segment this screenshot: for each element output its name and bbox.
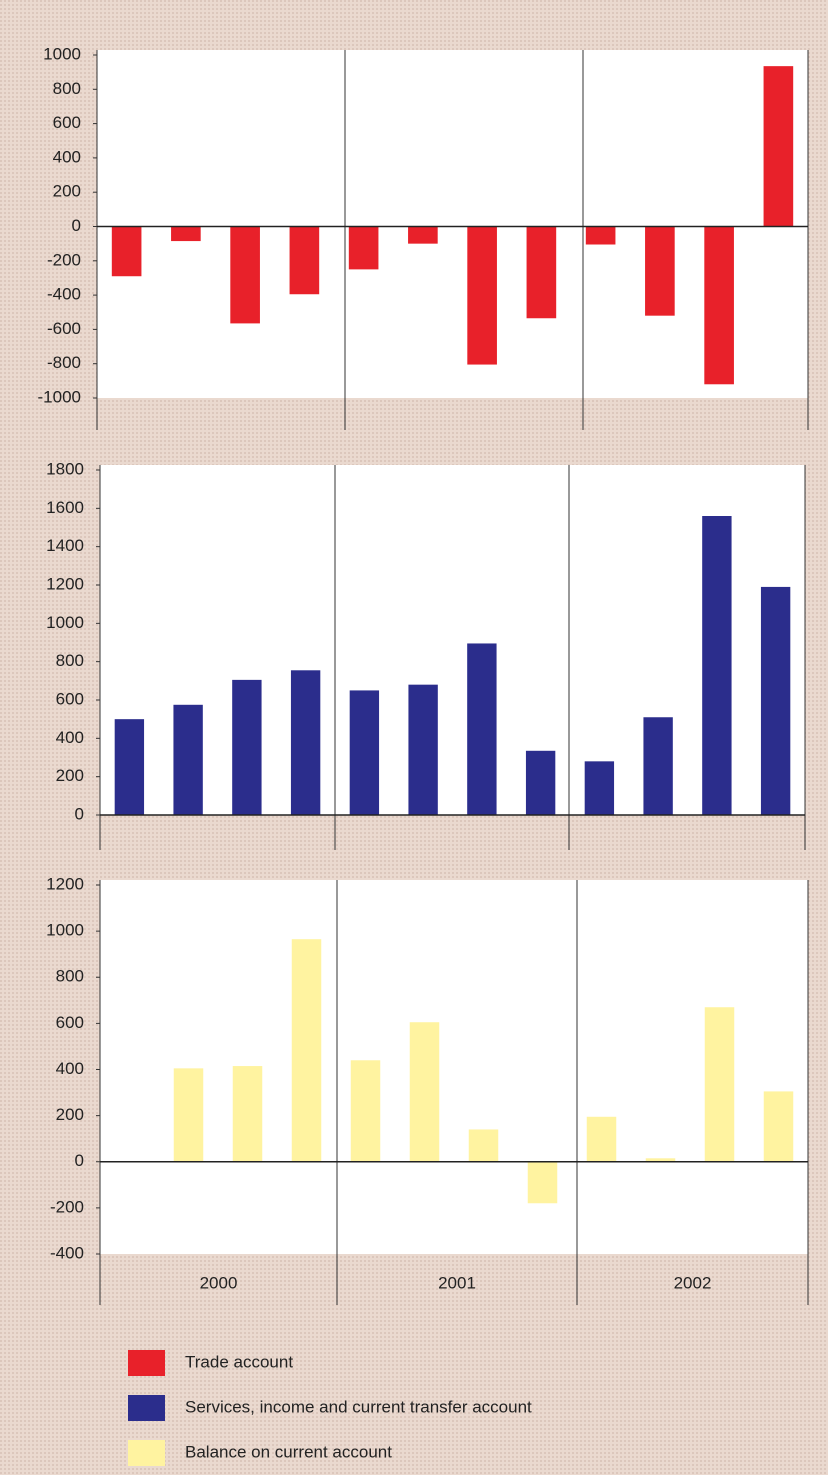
- bar: [232, 679, 262, 815]
- y-tick-label: 1200: [46, 874, 84, 893]
- bar: [467, 643, 497, 815]
- bar: [408, 226, 438, 244]
- group-label: 2002: [674, 1273, 712, 1292]
- y-tick-label: -200: [50, 1197, 84, 1216]
- bar: [763, 66, 794, 227]
- group-label: 2001: [438, 1273, 476, 1292]
- bar: [526, 226, 557, 319]
- bar: [763, 1091, 794, 1162]
- y-tick-label: 0: [75, 1151, 84, 1170]
- bar: [467, 226, 497, 365]
- legend-label: Trade account: [185, 1352, 293, 1371]
- bar: [760, 586, 791, 815]
- bar: [702, 516, 732, 815]
- y-tick-label: 1600: [46, 498, 84, 517]
- plot-area: [100, 465, 805, 815]
- y-tick-label: 600: [53, 113, 81, 132]
- group-label: 2000: [200, 1273, 238, 1292]
- legend-swatch: [128, 1350, 165, 1376]
- plot-area: [100, 880, 808, 1254]
- bar: [230, 226, 260, 324]
- legend-label: Services, income and current transfer ac…: [185, 1397, 532, 1416]
- y-tick-label: 1000: [43, 44, 81, 63]
- y-tick-label: 400: [56, 1059, 84, 1078]
- bar: [291, 939, 322, 1162]
- legend-swatch: [128, 1440, 165, 1466]
- bar: [527, 1161, 558, 1204]
- bar: [645, 1158, 676, 1162]
- bar: [704, 226, 734, 385]
- bar: [289, 226, 320, 295]
- bar: [173, 704, 203, 815]
- bar: [290, 670, 321, 815]
- bar: [409, 1022, 440, 1162]
- y-tick-label: 800: [53, 79, 81, 98]
- y-tick-label: 200: [56, 1105, 84, 1124]
- bar: [349, 690, 380, 815]
- y-tick-label: 400: [56, 728, 84, 747]
- y-tick-label: 0: [72, 216, 81, 235]
- y-tick-label: 600: [56, 1013, 84, 1032]
- y-tick-label: -200: [47, 250, 81, 269]
- y-tick-label: 1000: [46, 921, 84, 940]
- y-tick-label: 0: [75, 804, 84, 823]
- bar: [348, 226, 379, 270]
- bar: [586, 1116, 617, 1162]
- y-tick-label: -600: [47, 319, 81, 338]
- y-tick-label: 1200: [46, 574, 84, 593]
- bar: [704, 1007, 735, 1162]
- bar: [114, 719, 145, 815]
- y-tick-label: 800: [56, 967, 84, 986]
- bar: [525, 750, 556, 815]
- bar: [584, 761, 615, 815]
- y-tick-label: 200: [56, 766, 84, 785]
- plot-area: [97, 50, 808, 398]
- bar: [645, 226, 675, 316]
- bar: [643, 717, 673, 815]
- y-tick-label: 1000: [46, 613, 84, 632]
- y-tick-label: -1000: [38, 387, 81, 406]
- y-tick-label: -800: [47, 353, 81, 372]
- bar: [585, 226, 616, 245]
- y-tick-label: 200: [53, 182, 81, 201]
- y-tick-label: 1800: [46, 459, 84, 478]
- y-tick-label: 1400: [46, 536, 84, 555]
- y-tick-label: 400: [53, 147, 81, 166]
- y-tick-label: 800: [56, 651, 84, 670]
- bar: [408, 684, 438, 815]
- y-tick-label: -400: [50, 1243, 84, 1262]
- bar: [111, 226, 142, 277]
- bar: [232, 1066, 263, 1162]
- bar: [173, 1068, 204, 1162]
- bar: [468, 1129, 499, 1162]
- bar: [171, 226, 201, 242]
- bar: [350, 1060, 381, 1162]
- legend-label: Balance on current account: [185, 1442, 392, 1461]
- legend-swatch: [128, 1395, 165, 1421]
- y-tick-label: 600: [56, 689, 84, 708]
- y-tick-label: -400: [47, 285, 81, 304]
